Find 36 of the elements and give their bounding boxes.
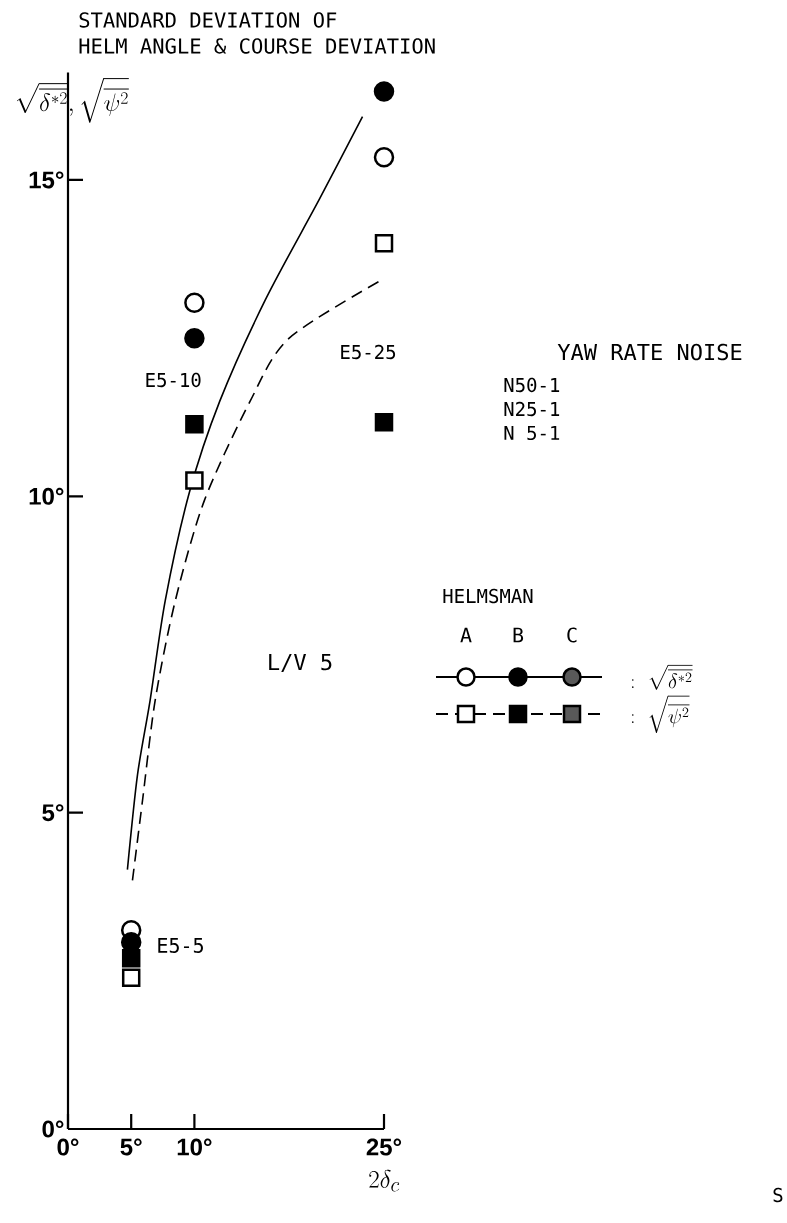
y-tick-label: 5°	[42, 804, 64, 822]
point	[121, 968, 141, 988]
y-tick-label: 10°	[29, 487, 64, 505]
annotation: E5-25	[341, 344, 396, 360]
point	[373, 146, 395, 168]
text: N25-1	[504, 401, 560, 417]
text: B	[513, 627, 524, 643]
text: S	[773, 1187, 783, 1203]
text: N 5-1	[504, 425, 560, 441]
x-tick-label: 5°	[120, 1138, 142, 1156]
text: N50-1	[504, 377, 560, 393]
text: $:\ \sqrt{\overline{\psi^{2}}}$	[631, 695, 690, 734]
text: HELMSMAN	[443, 588, 533, 604]
y-tick-label: 15°	[29, 171, 64, 189]
chart-title: STANDARD DEVIATION OF	[79, 12, 337, 28]
x-tick-label: 0°	[57, 1138, 79, 1156]
point	[185, 414, 204, 434]
point	[184, 327, 205, 349]
text: YAW RATE NOISE	[557, 343, 742, 361]
point	[374, 413, 394, 432]
chart-subtitle: HELM ANGLE & COURSE DEVIATION	[79, 38, 435, 54]
text: A	[460, 627, 472, 643]
point	[184, 292, 205, 313]
y-tick-label: 0°	[42, 1120, 64, 1138]
x-tick-label: 25°	[366, 1138, 402, 1156]
annotation: E5-10	[146, 372, 201, 388]
point	[373, 81, 395, 102]
x-axis-title: $2\delta_{c}$	[369, 1169, 400, 1192]
annotation: E5-5	[158, 938, 203, 953]
text: $:\ \sqrt{\overline{\delta^{*2}}}$	[631, 664, 693, 690]
point	[121, 948, 141, 968]
annotation: L/V 5	[269, 653, 332, 673]
point	[185, 471, 204, 490]
point	[374, 233, 394, 253]
text: C	[567, 627, 577, 643]
x-tick-label: 10°	[177, 1138, 212, 1156]
